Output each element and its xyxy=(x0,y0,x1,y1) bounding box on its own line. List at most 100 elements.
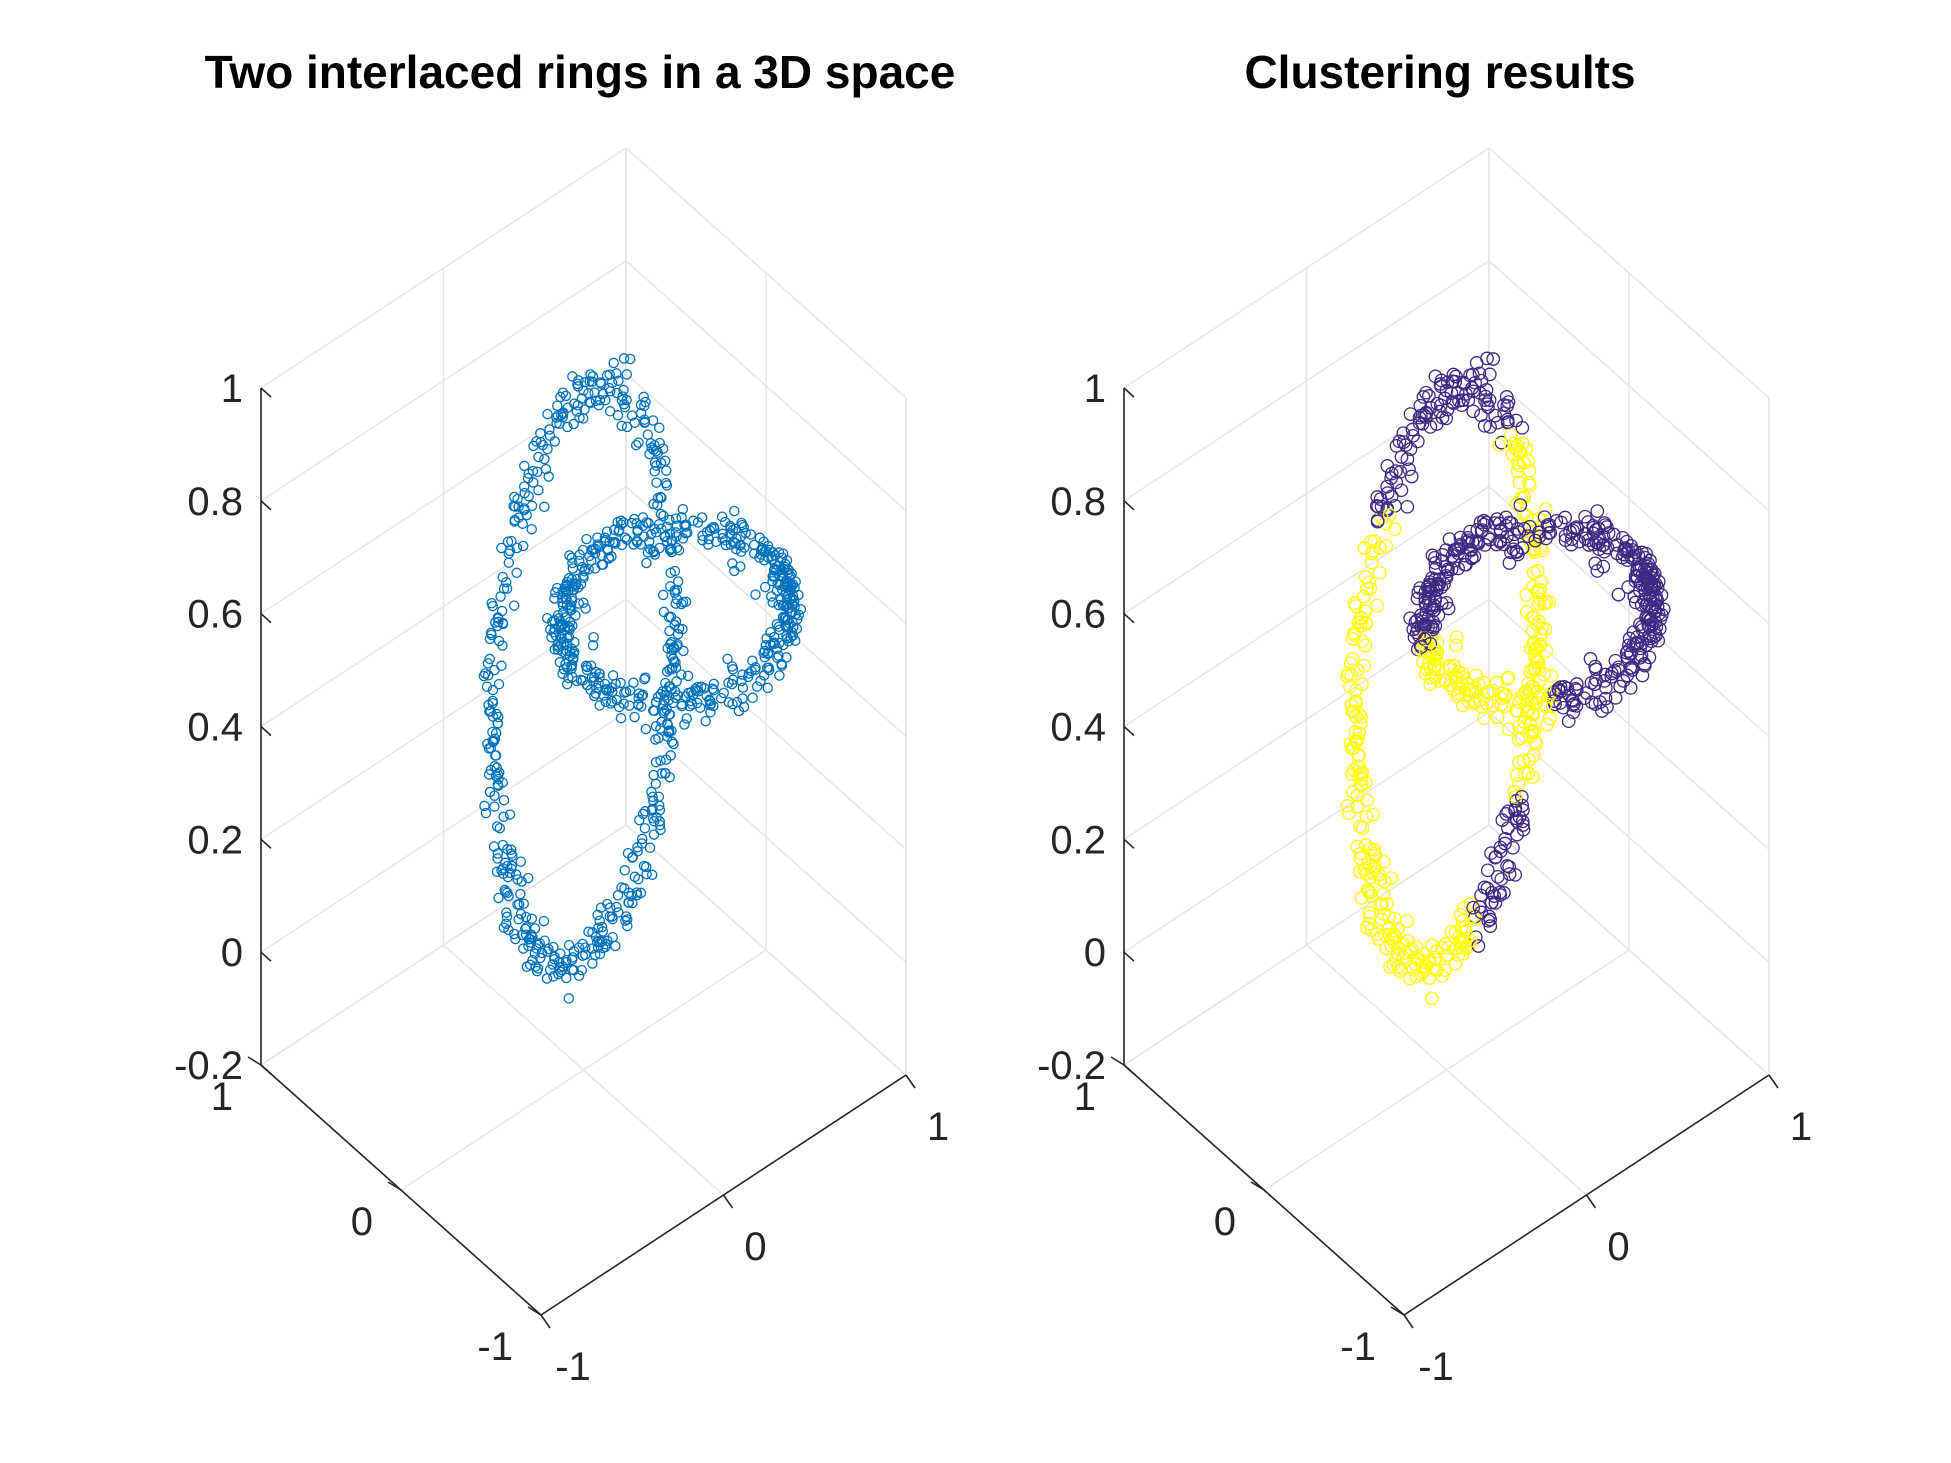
right-plot-scatter-points xyxy=(1340,351,1671,1006)
left-scatter-point xyxy=(581,533,592,545)
left-scatter-point xyxy=(534,938,545,949)
left-scatter-point xyxy=(517,540,529,552)
right-scatter-point xyxy=(1480,685,1495,700)
right-scatter-point xyxy=(1386,957,1401,972)
left-scatter-point xyxy=(501,907,512,918)
right-scatter-point xyxy=(1431,608,1446,623)
left-scatter-point xyxy=(670,657,681,668)
left-scatter-point xyxy=(676,700,688,712)
right-scatter-point xyxy=(1621,580,1636,594)
left-scatter-point xyxy=(626,410,638,421)
left-scatter-point xyxy=(484,786,496,798)
left-scatter-point xyxy=(559,581,570,593)
right-scatter-point xyxy=(1635,545,1649,560)
right-scatter-point xyxy=(1608,653,1623,668)
left-scatter-point xyxy=(530,961,541,972)
left-scatter-point xyxy=(793,609,805,621)
right-scatter-point xyxy=(1467,549,1482,564)
left-z-tick xyxy=(260,1064,272,1075)
left-scatter-point xyxy=(717,528,729,540)
left-scatter-point xyxy=(639,822,651,834)
right-scatter-point xyxy=(1348,599,1363,613)
right-scatter-point xyxy=(1521,766,1536,780)
left-scatter-point xyxy=(557,592,568,604)
right-scatter-point xyxy=(1606,527,1621,542)
right-scatter-point xyxy=(1510,703,1525,718)
right-scatter-point xyxy=(1383,959,1397,974)
left-scatter-point xyxy=(681,713,692,724)
left-scatter-point xyxy=(697,534,708,546)
left-scatter-point xyxy=(562,621,574,632)
left-scatter-point xyxy=(618,384,629,396)
left-scatter-point xyxy=(783,564,794,576)
right-scatter-point xyxy=(1538,622,1553,636)
left-scatter-point xyxy=(643,517,654,529)
left-scatter-point xyxy=(747,655,758,666)
right-scatter-point xyxy=(1554,684,1569,699)
left-scatter-point xyxy=(539,453,550,465)
left-scatter-point xyxy=(491,821,503,832)
right-scatter-point xyxy=(1475,700,1490,714)
right-scatter-point xyxy=(1477,711,1491,726)
right-scatter-point xyxy=(1382,927,1396,942)
right-scatter-point xyxy=(1588,659,1603,674)
right-scatter-point xyxy=(1494,872,1509,887)
right-scatter-point xyxy=(1512,810,1527,825)
left-scatter-point xyxy=(486,629,497,641)
left-scatter-point xyxy=(763,662,775,673)
left-scatter-point xyxy=(620,915,631,927)
left-scatter-point xyxy=(608,357,619,369)
right-scatter-point xyxy=(1388,930,1403,945)
right-z-tick-label: 0.4 xyxy=(1050,706,1106,750)
left-scatter-point xyxy=(669,686,681,697)
left-scatter-point xyxy=(494,822,506,834)
right-scatter-point xyxy=(1624,539,1638,553)
left-scatter-point xyxy=(632,526,643,537)
left-grid-side-z xyxy=(625,373,907,625)
left-scatter-point xyxy=(549,436,561,447)
left-scatter-point xyxy=(775,594,787,605)
left-scatter-point xyxy=(492,853,503,864)
right-scatter-point xyxy=(1413,398,1428,413)
right-scatter-point xyxy=(1414,967,1429,981)
right-scatter-point xyxy=(1507,785,1522,799)
left-scatter-point xyxy=(561,579,573,590)
left-scatter-point xyxy=(555,948,566,959)
left-scatter-point xyxy=(480,807,492,819)
right-scatter-point xyxy=(1465,683,1479,698)
left-scatter-point xyxy=(581,679,593,691)
right-y-tick-label: 1 xyxy=(1074,1075,1096,1119)
right-scatter-point xyxy=(1493,844,1508,859)
left-scatter-point xyxy=(680,527,692,539)
left-scatter-point xyxy=(541,612,553,624)
right-scatter-point xyxy=(1629,635,1644,650)
left-scatter-point xyxy=(670,598,681,609)
right-scatter-point xyxy=(1607,664,1622,678)
right-scatter-point xyxy=(1394,450,1409,464)
left-y-tick xyxy=(527,1306,542,1316)
left-scatter-point xyxy=(733,705,745,717)
left-scatter-point xyxy=(604,536,615,548)
right-scatter-point xyxy=(1648,615,1663,630)
right-scatter-point xyxy=(1353,846,1368,861)
right-scatter-point xyxy=(1564,532,1579,547)
right-scatter-point xyxy=(1394,483,1409,498)
right-scatter-point xyxy=(1487,889,1502,903)
right-scatter-point xyxy=(1488,896,1503,910)
right-scatter-point xyxy=(1438,391,1452,406)
left-scatter-point xyxy=(587,640,599,651)
left-scatter-point xyxy=(680,521,692,532)
left-scatter-point xyxy=(570,610,581,621)
right-scatter-point xyxy=(1506,840,1520,855)
right-scatter-point xyxy=(1360,920,1374,935)
left-scatter-point xyxy=(664,625,675,637)
left-scatter-point xyxy=(526,500,538,512)
left-scatter-point xyxy=(560,592,571,604)
left-scatter-point xyxy=(672,576,684,587)
left-scatter-point xyxy=(567,563,579,574)
right-scatter-point xyxy=(1504,545,1518,560)
left-scatter-point xyxy=(496,660,507,672)
left-scatter-point xyxy=(488,735,500,747)
right-scatter-point xyxy=(1403,407,1418,421)
left-scatter-point xyxy=(627,897,638,909)
